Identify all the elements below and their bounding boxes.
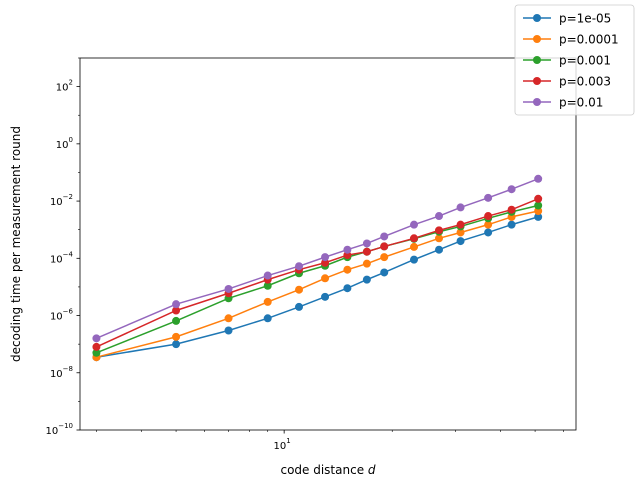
data-point (321, 258, 330, 267)
data-point (321, 292, 330, 301)
data-point (484, 228, 493, 237)
data-point (263, 271, 272, 280)
data-point (456, 220, 465, 229)
data-point (224, 284, 233, 293)
data-point (343, 284, 352, 293)
legend-swatch-marker (533, 56, 541, 64)
data-point (172, 316, 181, 325)
legend-label: p=1e-05 (559, 12, 611, 26)
data-point (295, 262, 304, 271)
data-point (507, 220, 516, 229)
y-tick-label: 10−6 (50, 308, 74, 323)
legend: p=1e-05 p=0.0001 p=0.001 p=0.003 p=0.01 (514, 4, 635, 116)
data-point (172, 300, 181, 309)
data-point (362, 259, 371, 268)
data-point (92, 342, 101, 351)
x-tick-label: 101 (274, 437, 291, 452)
data-point (435, 212, 444, 221)
data-point (263, 314, 272, 323)
legend-swatch-marker (533, 98, 541, 106)
data-point (295, 285, 304, 294)
legend-item: p=0.003 (523, 75, 611, 89)
data-point (456, 203, 465, 212)
legend-label: p=0.003 (559, 75, 611, 89)
legend-item: p=1e-05 (523, 12, 611, 26)
data-point (263, 297, 272, 306)
y-axis-label: decoding time per measurement round (9, 126, 23, 362)
plot-series (92, 174, 543, 362)
data-point (507, 185, 516, 194)
data-point (435, 226, 444, 235)
data-point (456, 237, 465, 246)
data-point (343, 245, 352, 254)
legend-item: p=0.0001 (523, 33, 619, 47)
series-p=0.003 (92, 194, 543, 351)
series-p=0.01 (92, 174, 543, 343)
data-point (435, 234, 444, 243)
legend-item: p=0.01 (523, 96, 603, 110)
data-point (534, 201, 543, 210)
data-point (343, 265, 352, 274)
data-point (534, 174, 543, 183)
x-axis-label: code distance d (280, 463, 375, 477)
data-point (435, 245, 444, 254)
y-tick-label: 10−2 (50, 193, 73, 208)
data-point (380, 242, 389, 251)
legend-swatch-marker (533, 14, 541, 22)
data-point (534, 194, 543, 203)
data-point (484, 193, 493, 202)
data-point (362, 275, 371, 284)
data-point (380, 268, 389, 277)
data-point (362, 239, 371, 248)
y-tick-label: 10−4 (50, 250, 74, 265)
plot-frame (79, 57, 577, 431)
data-point (484, 220, 493, 229)
y-tick-label: 10−10 (45, 422, 73, 437)
data-point (92, 348, 101, 357)
data-point (534, 212, 543, 221)
data-point (172, 306, 181, 315)
data-point (362, 247, 371, 256)
data-point (534, 207, 543, 216)
data-point (172, 332, 181, 341)
legend-swatch-marker (533, 35, 541, 43)
data-point (321, 274, 330, 283)
data-point (380, 232, 389, 241)
data-point (410, 234, 419, 243)
data-point (507, 205, 516, 214)
data-point (410, 220, 419, 229)
legend-item: p=0.001 (523, 54, 611, 68)
data-point (484, 212, 493, 221)
y-tick-label: 102 (56, 79, 73, 94)
data-point (92, 334, 101, 343)
data-point (456, 228, 465, 237)
data-point (410, 242, 419, 251)
data-point (380, 253, 389, 262)
data-point (263, 281, 272, 290)
y-tick-label: 100 (56, 136, 73, 151)
legend-label: p=0.01 (559, 96, 603, 110)
legend-swatch-marker (533, 77, 541, 85)
legend-box (514, 4, 635, 116)
y-tick-label: 10−8 (50, 365, 73, 380)
legend-label: p=0.001 (559, 54, 611, 68)
legend-label: p=0.0001 (559, 33, 619, 47)
data-point (172, 340, 181, 349)
data-point (295, 302, 304, 311)
series-p=0.0001 (92, 207, 543, 362)
data-point (410, 255, 419, 264)
data-point (224, 314, 233, 323)
data-point (224, 326, 233, 335)
data-point (321, 253, 330, 262)
